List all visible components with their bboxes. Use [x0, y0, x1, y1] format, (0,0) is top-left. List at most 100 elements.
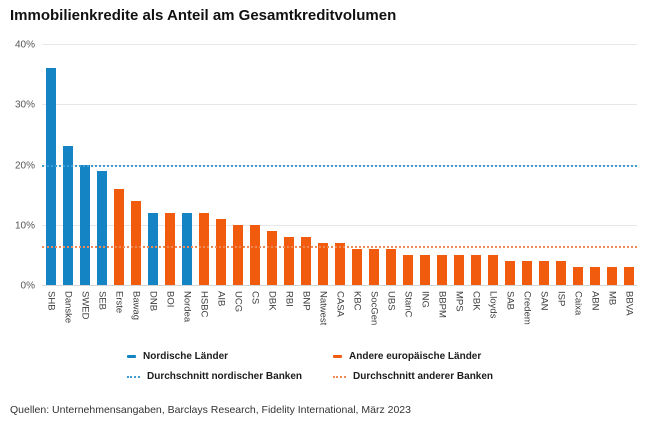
- bar-UCG: [232, 224, 243, 285]
- bar-SAN: [538, 260, 549, 285]
- bar-slot: [552, 44, 569, 285]
- average-line-other: [42, 246, 637, 249]
- legend-label: Andere europäische Länder: [349, 351, 482, 362]
- x-axis-label: ISP: [555, 291, 567, 307]
- bar-DNB: [147, 212, 158, 285]
- bar-slot: [314, 44, 331, 285]
- bar-slot: [416, 44, 433, 285]
- bar-slot: [263, 44, 280, 285]
- bar-Lloyds: [487, 254, 498, 285]
- bar-SAB: [504, 260, 515, 285]
- x-axis-label-slot: MPS: [450, 291, 467, 353]
- x-axis-label-slot: HSBC: [195, 291, 212, 353]
- legend-dotted-line-icon: [127, 375, 140, 378]
- bar-SocGen: [368, 248, 379, 285]
- legend: Nordische Länder Andere europäische Lände…: [0, 351, 650, 382]
- bar-BBVA: [623, 266, 634, 285]
- x-axis-label: HSBC: [198, 291, 210, 318]
- x-axis-label-slot: Lloyds: [484, 291, 501, 353]
- x-axis-label: Nordea: [181, 291, 193, 323]
- bar-RBI: [283, 236, 294, 285]
- x-axis-label: ABN: [589, 291, 601, 311]
- legend-swatch-icon: [127, 355, 136, 358]
- bar-SHB: [45, 68, 56, 285]
- x-axis-label: Credem: [521, 291, 533, 325]
- bar-KBC: [351, 248, 362, 285]
- bar-UBS: [385, 248, 396, 285]
- x-axis-label: AIB: [215, 291, 227, 307]
- x-axis-label-slot: BBPM: [433, 291, 450, 353]
- bar-Caixa: [572, 266, 583, 285]
- bar-slot: [518, 44, 535, 285]
- bar-CBK: [470, 254, 481, 285]
- x-axis-label: CS: [249, 291, 261, 305]
- x-axis-label-slot: Danske: [59, 291, 76, 353]
- x-axis-label-slot: Bawag: [127, 291, 144, 353]
- x-axis-label: MB: [606, 291, 618, 306]
- bar-slot: [484, 44, 501, 285]
- bar-slot: [331, 44, 348, 285]
- x-axis-label-slot: SAN: [535, 291, 552, 353]
- legend-label: Nordische Länder: [143, 351, 229, 362]
- bar-Natwest: [317, 242, 328, 285]
- legend-label: Durchschnitt anderer Banken: [353, 371, 494, 382]
- gridline: 10%: [15, 220, 637, 231]
- y-axis-tick-label: 40%: [14, 39, 35, 51]
- bar-ISP: [555, 260, 566, 285]
- bar-HSBC: [198, 212, 209, 285]
- bar-slot: [603, 44, 620, 285]
- x-axis-label-slot: Credem: [518, 291, 535, 353]
- source-note: Quellen: Unternehmensangaben, Barclays R…: [10, 404, 411, 416]
- x-axis-label-slot: UBS: [382, 291, 399, 353]
- legend-dotted-line-icon: [333, 375, 346, 378]
- bar-slot: [110, 44, 127, 285]
- bar-BBPM: [436, 254, 447, 285]
- x-axis-label-slot: CS: [246, 291, 263, 353]
- x-axis-label-slot: ING: [416, 291, 433, 353]
- bar-slot: [535, 44, 552, 285]
- x-axis-label: Lloyds: [487, 291, 499, 319]
- bar-slot: [144, 44, 161, 285]
- bar-ABN: [589, 266, 600, 285]
- y-axis-tick-label: 0%: [20, 280, 35, 292]
- bar-slot: [569, 44, 586, 285]
- x-axis-label: SocGen: [368, 291, 380, 326]
- bar-slot: [246, 44, 263, 285]
- x-axis-label-slot: RBI: [280, 291, 297, 353]
- legend-swatch-icon: [333, 355, 342, 358]
- legend-label: Durchschnitt nordischer Banken: [147, 371, 303, 382]
- bar-BOI: [164, 212, 175, 285]
- bar-slot: [195, 44, 212, 285]
- bar-StanC: [402, 254, 413, 285]
- x-axis-label-slot: ISP: [552, 291, 569, 353]
- x-axis-label: Erste: [113, 291, 125, 314]
- x-axis-label-slot: SocGen: [365, 291, 382, 353]
- bar-slot: [93, 44, 110, 285]
- x-axis-label: DBK: [266, 291, 278, 311]
- plot-area: 40% 30% 20% 10% 0%: [15, 40, 637, 292]
- x-axis-label: ING: [419, 291, 431, 308]
- y-axis-tick-label: 30%: [14, 99, 35, 111]
- bar-slot: [586, 44, 603, 285]
- x-axis-label-slot: DBK: [263, 291, 280, 353]
- x-axis-label: BNP: [300, 291, 312, 311]
- x-axis-label-slot: SWED: [76, 291, 93, 353]
- legend-item: Durchschnitt nordischer Banken: [127, 371, 317, 382]
- x-axis-label: UCG: [232, 291, 244, 313]
- x-axis-label: Danske: [62, 291, 74, 324]
- legend-item: Nordische Länder: [127, 351, 317, 362]
- x-axis-label-slot: SAB: [501, 291, 518, 353]
- bar-MPS: [453, 254, 464, 285]
- x-axis-label-slot: DNB: [144, 291, 161, 353]
- chart-title: Immobilienkredite als Anteil am Gesamtkr…: [10, 7, 397, 24]
- x-axis-label-slot: KBC: [348, 291, 365, 353]
- bar-slot: [348, 44, 365, 285]
- x-axis-label-slot: Natwest: [314, 291, 331, 353]
- bar-slot: [161, 44, 178, 285]
- x-axis-label-slot: SEB: [93, 291, 110, 353]
- legend-item: Andere europäische Länder: [333, 351, 523, 362]
- bar-Erste: [113, 188, 124, 285]
- y-axis-tick-label: 20%: [14, 160, 35, 171]
- bar-CASA: [334, 242, 345, 285]
- x-axis-label: KBC: [351, 291, 363, 311]
